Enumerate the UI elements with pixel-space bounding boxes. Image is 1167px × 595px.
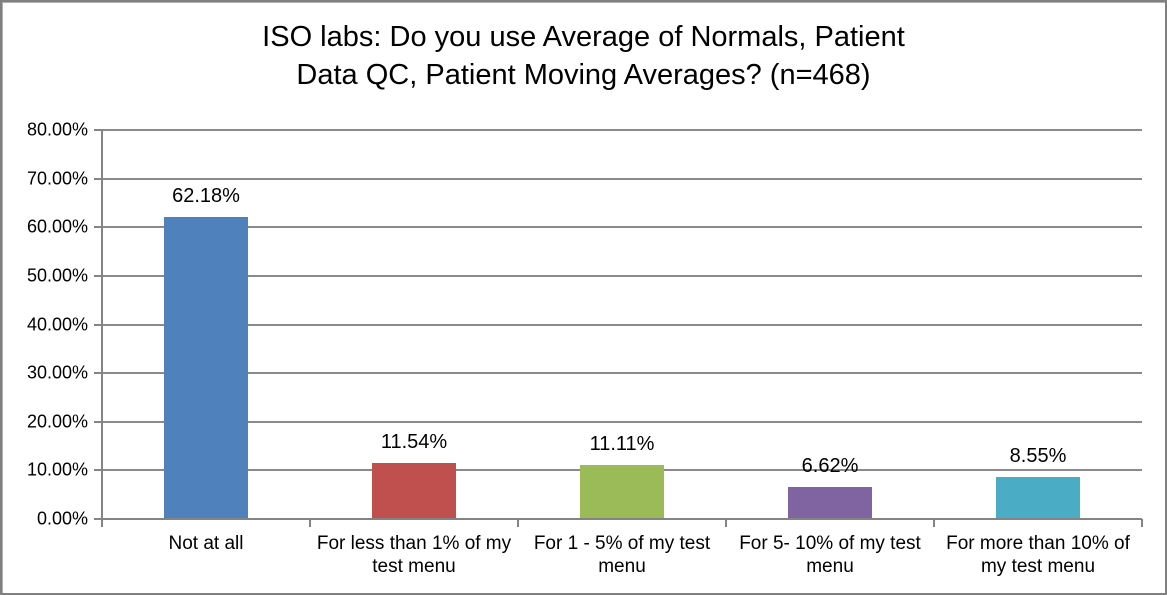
y-axis-line — [101, 130, 103, 527]
gridline — [102, 274, 1142, 277]
chart-title-line-1: ISO labs: Do you use Average of Normals,… — [262, 21, 905, 53]
y-axis-tick-label: 80.00% — [26, 119, 88, 140]
y-axis-tick-label: 20.00% — [26, 411, 88, 432]
y-axis-tick — [94, 177, 102, 180]
y-axis-tick — [94, 323, 102, 326]
category-label-0: Not at all — [168, 533, 244, 554]
x-axis-tick — [101, 519, 103, 527]
gridline — [102, 323, 1142, 326]
y-axis-tick-label: 40.00% — [26, 314, 88, 334]
x-axis-tick — [309, 519, 311, 527]
y-axis-tick-label: 60.00% — [26, 216, 88, 237]
bar-value-label-4: 8.55% — [1009, 445, 1067, 467]
bar-value-label-2: 11.11% — [589, 433, 655, 455]
bar-value-label-1: 11.54% — [380, 431, 448, 453]
category-label-2: For 1 - 5% of my test menu — [533, 533, 711, 577]
chart-title: ISO labs: Do you use Average of Normals,… — [2, 18, 1165, 94]
y-axis-tick-label: 0.00% — [36, 508, 88, 529]
gridline — [102, 129, 1142, 131]
gridline — [102, 420, 1142, 423]
y-axis-tick — [94, 274, 102, 277]
y-axis-tick-label: 10.00% — [26, 459, 88, 480]
category-label-3: For 5- 10% of my test menu — [739, 533, 921, 577]
x-axis-tick — [517, 519, 519, 527]
y-axis-tick-label: 70.00% — [26, 168, 88, 189]
bar-1 — [372, 463, 456, 519]
y-axis-tick-label: 50.00% — [26, 265, 88, 286]
bar-2 — [580, 465, 664, 519]
x-axis-tick — [1141, 519, 1143, 527]
category-label-1: For less than 1% of my test menu — [316, 533, 512, 577]
y-axis-tick — [94, 372, 102, 375]
gridline — [102, 372, 1142, 375]
bar-3 — [788, 487, 872, 519]
y-axis-tick — [94, 129, 102, 131]
gridline — [102, 226, 1142, 229]
x-axis-line — [94, 518, 1142, 520]
gridline — [102, 177, 1142, 180]
bar-0 — [164, 217, 248, 519]
y-axis-tick-label: 30.00% — [26, 362, 88, 383]
bar-4 — [996, 477, 1080, 519]
y-axis-tick — [94, 469, 102, 472]
chart-title-line-2: Data QC, Patient Moving Averages? (n=468… — [296, 59, 871, 91]
bar-value-label-3: 6.62% — [801, 455, 859, 477]
y-axis-tick — [94, 226, 102, 229]
x-axis-tick — [725, 519, 727, 527]
x-axis-tick — [933, 519, 935, 527]
bar-value-label-0: 62.18% — [172, 185, 240, 207]
category-label-4: For more than 10% of my test menu — [946, 533, 1130, 577]
y-axis-tick — [94, 420, 102, 423]
